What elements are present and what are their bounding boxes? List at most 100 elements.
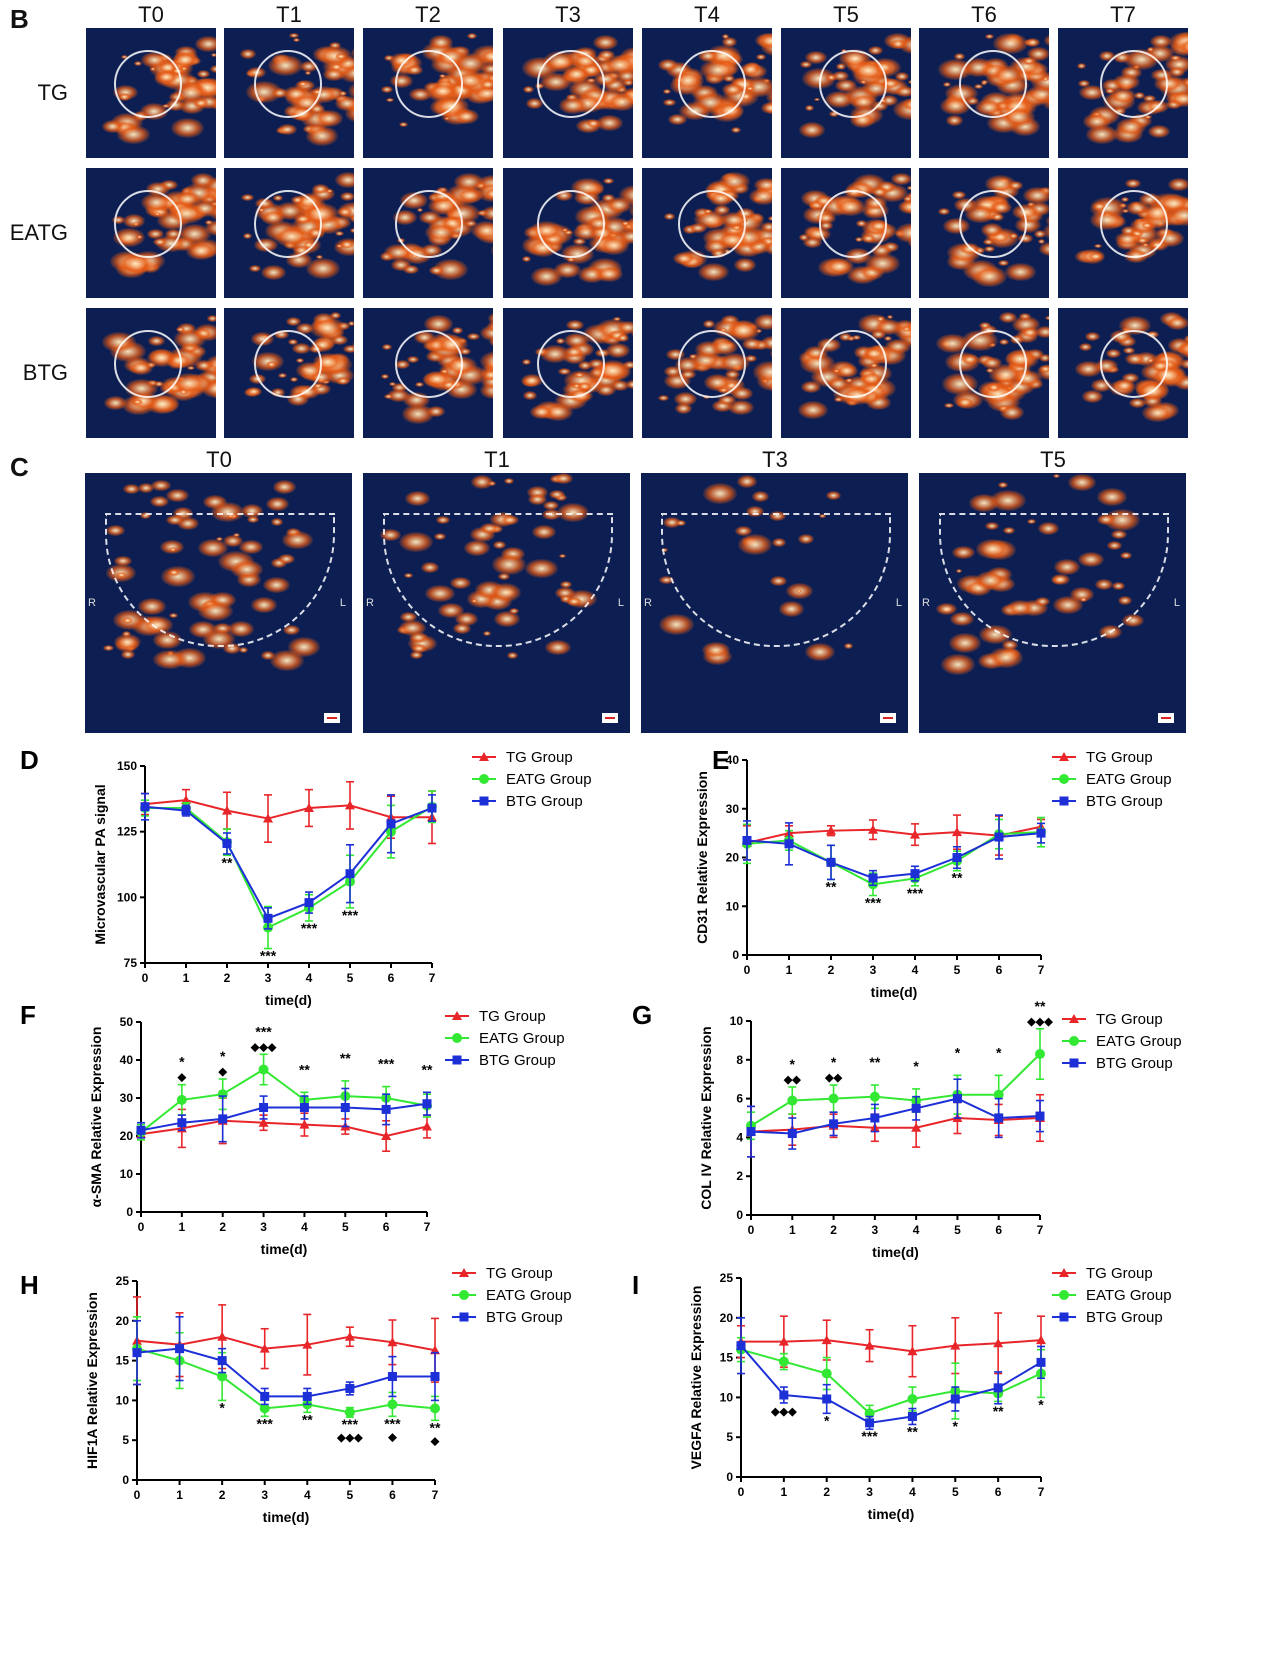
signal-blob: [150, 495, 169, 507]
signal-blob: [206, 314, 216, 322]
signal-blob: [223, 643, 242, 655]
photoacoustic-image: [919, 168, 1049, 298]
signal-blob: [1170, 90, 1188, 108]
signal-blob: [179, 389, 189, 395]
x-tick-label: 5: [342, 1220, 349, 1234]
x-tick-label: 0: [744, 963, 751, 977]
square-marker: [299, 1103, 309, 1112]
signal-blob: [663, 98, 676, 106]
signal-blob: [760, 221, 772, 232]
series-line: [750, 1097, 1041, 1135]
column-header-t1: T1: [276, 2, 302, 27]
signal-blob: [909, 95, 911, 103]
signal-blob: [453, 173, 484, 192]
signal-blob: [401, 404, 435, 424]
y-tick-label: 20: [720, 1311, 734, 1325]
x-tick-label: 1: [179, 1220, 186, 1234]
signal-blob: [951, 190, 966, 200]
signal-blob: [985, 34, 994, 40]
legend-label: BTG Group: [1086, 1309, 1163, 1326]
photoacoustic-image: [86, 168, 216, 298]
square-marker: [736, 1341, 746, 1351]
signal-blob: [480, 351, 493, 372]
signal-blob: [334, 231, 345, 237]
signal-blob: [989, 647, 1024, 668]
signal-blob: [1025, 38, 1041, 47]
signal-blob: [763, 240, 772, 255]
signal-blob: [1177, 339, 1188, 359]
signal-blob: [844, 643, 854, 649]
signal-blob: [1038, 241, 1049, 256]
signal-blob: [734, 258, 757, 272]
signal-blob: [1096, 488, 1127, 506]
signal-blob: [166, 99, 186, 111]
signal-blob: [1091, 202, 1107, 212]
row-header-btg: BTG: [22, 360, 68, 385]
y-tick-label: 30: [726, 802, 740, 816]
series-line: [750, 1053, 1041, 1127]
signal-blob: [549, 489, 566, 499]
signal-blob: [444, 116, 451, 121]
square-marker: [911, 1103, 921, 1113]
roi-circle: [395, 330, 463, 398]
x-tick-label: 1: [176, 1488, 183, 1502]
roi-circle: [254, 50, 322, 118]
signal-blob: [282, 625, 301, 636]
series-line: [740, 1348, 1042, 1415]
signal-blob: [566, 320, 584, 331]
significance-marker: ◆: [430, 1435, 440, 1447]
triangle-marker: [344, 1331, 355, 1341]
y-tick-label: 150: [117, 759, 137, 773]
signal-blob: [881, 77, 901, 90]
signal-blob: [989, 489, 1026, 512]
signal-blob: [755, 54, 766, 61]
roi-circle: [114, 190, 182, 258]
significance-marker: **: [952, 870, 963, 886]
legend-label: TG Group: [479, 1008, 546, 1025]
x-tick-label: 4: [304, 1488, 311, 1502]
signal-blob: [828, 110, 840, 117]
signal-blob: [730, 387, 753, 401]
signal-blob: [768, 215, 772, 222]
signal-blob: [663, 213, 675, 220]
signal-blob: [240, 49, 256, 59]
y-tick-label: 5: [122, 1433, 129, 1447]
signal-blob: [451, 326, 463, 334]
y-tick-label: 15: [116, 1354, 130, 1368]
signal-blob: [945, 115, 964, 126]
signal-blob: [171, 118, 204, 138]
signal-blob: [799, 61, 812, 69]
signal-blob: [799, 122, 826, 138]
signal-blob: [905, 319, 911, 337]
square-marker: [136, 1125, 146, 1135]
triangle-marker: [1069, 1014, 1079, 1023]
signal-blob: [103, 644, 114, 652]
signal-blob: [884, 336, 892, 341]
signal-blob: [1149, 34, 1172, 48]
row-header-eatg: EATG: [9, 220, 68, 245]
triangle-marker: [864, 1340, 875, 1350]
signal-blob: [471, 220, 493, 240]
signal-blob: [751, 491, 770, 502]
panel-letter: H: [20, 1270, 39, 1300]
signal-blob: [384, 393, 393, 399]
signal-blob: [658, 58, 679, 71]
signal-blob: [585, 119, 601, 129]
signal-blob: [338, 91, 347, 97]
roi-circle: [678, 330, 746, 398]
signal-blob: [736, 208, 755, 220]
x-tick-label: 3: [261, 1488, 268, 1502]
legend-label: EATG Group: [486, 1287, 572, 1304]
square-marker: [994, 832, 1004, 842]
signal-blob: [335, 172, 354, 188]
square-marker: [952, 1094, 962, 1104]
signal-blob: [605, 342, 631, 358]
signal-blob: [409, 631, 429, 643]
signal-blob: [195, 360, 213, 371]
signal-blob: [956, 397, 974, 408]
series-tg: [736, 1312, 1046, 1378]
x-tick-label: 4: [913, 1223, 920, 1237]
signal-blob: [1147, 330, 1159, 338]
signal-blob: [330, 62, 344, 71]
signal-blob: [381, 85, 394, 93]
